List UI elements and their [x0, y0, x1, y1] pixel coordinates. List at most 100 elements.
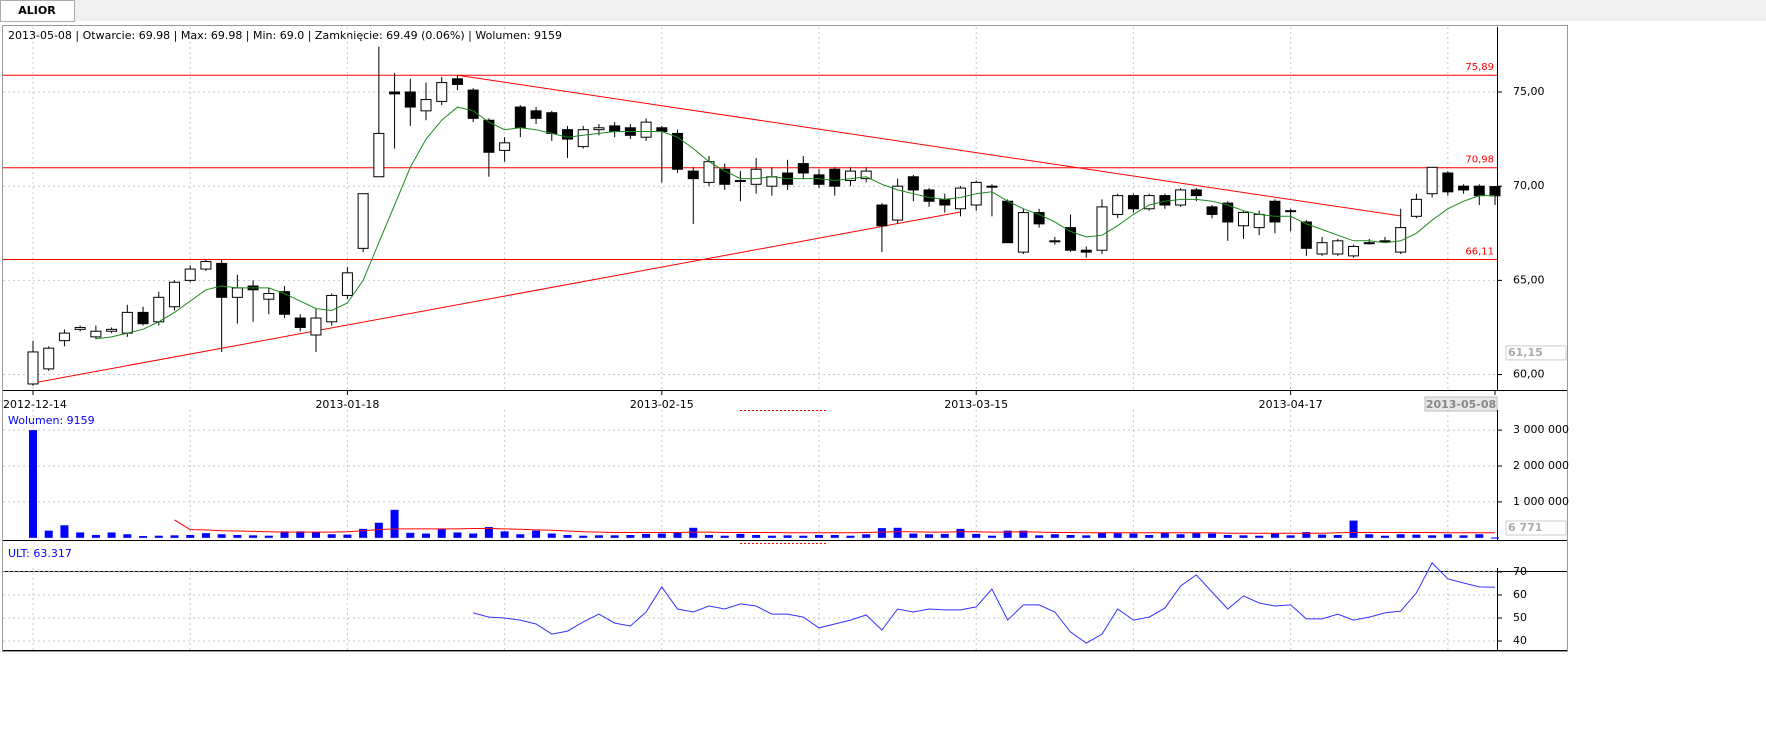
candle-body — [1033, 212, 1045, 225]
volume-bar — [264, 535, 273, 538]
candle-body — [1348, 245, 1360, 257]
price-header: 2013-05-08 | Otwarcie: 69.98 | Max: 69.9… — [8, 29, 562, 42]
candle-body — [1002, 200, 1014, 244]
volume-label: Wolumen: 9159 — [8, 414, 95, 427]
volume-bar — [1475, 534, 1484, 538]
y-tick-label: 50 — [1513, 611, 1527, 624]
tab-label[interactable]: ALIOR — [18, 4, 56, 17]
volume-bar — [516, 534, 525, 538]
candle-body — [1065, 227, 1077, 251]
candle-body — [58, 332, 70, 342]
y-tick-label: 40 — [1513, 634, 1527, 647]
volume-bar — [422, 533, 431, 538]
volume-bar — [500, 531, 509, 538]
candle-body — [656, 127, 668, 133]
volume-bar — [1035, 535, 1044, 538]
candle-body — [1332, 240, 1344, 255]
candle-body — [1253, 213, 1265, 229]
candle-body — [734, 180, 746, 183]
candle-body — [1017, 212, 1029, 253]
candle-body — [310, 317, 322, 336]
candle-body — [844, 170, 856, 182]
volume-bar — [296, 531, 305, 538]
candle-body — [1112, 195, 1124, 215]
candle-body — [1049, 240, 1061, 243]
trend-line — [457, 74, 1401, 217]
candle-body — [294, 317, 306, 328]
y-tick-label: 2 000 000 — [1513, 459, 1569, 472]
volume-bar — [1365, 534, 1374, 538]
volume-bar — [579, 535, 588, 538]
volume-bar — [956, 528, 965, 538]
volume-bar — [547, 533, 556, 538]
x-tick-label: 2013-03-15 — [944, 398, 1008, 411]
candle-body — [530, 110, 542, 119]
value-tag-label: 61,15 — [1508, 346, 1543, 359]
volume-bar — [390, 509, 399, 538]
volume-bar — [1333, 534, 1342, 538]
candle-body — [1442, 172, 1454, 193]
tab[interactable] — [0, 0, 75, 22]
volume-bar — [217, 534, 226, 538]
support-label: 70,98 — [1465, 155, 1494, 166]
value-tag-label: 6 771 — [1508, 521, 1542, 534]
volume-bar — [532, 530, 541, 538]
volume-bar — [76, 532, 85, 538]
ult-line — [473, 562, 1496, 644]
volume-bar — [233, 534, 242, 538]
volume-bar — [374, 522, 383, 538]
candle-body — [451, 78, 463, 85]
volume-bar — [909, 533, 918, 538]
volume-bar — [1286, 535, 1295, 538]
volume-bar — [1239, 535, 1248, 538]
volume-bar — [44, 530, 53, 538]
candle-body — [1426, 166, 1438, 195]
candle-body — [923, 189, 935, 202]
candle-body — [813, 174, 825, 185]
volume-bar — [877, 528, 886, 538]
volume-bar — [359, 528, 368, 538]
candle-body — [561, 129, 573, 140]
candle-body — [1080, 249, 1092, 253]
candle-body — [1269, 200, 1281, 223]
x-tick-label: 2013-02-15 — [630, 398, 694, 411]
volume-bar — [327, 534, 336, 538]
volume-bar — [1176, 534, 1185, 538]
candle-body — [1316, 242, 1328, 255]
volume-bar — [1113, 533, 1122, 538]
candle-body — [499, 142, 511, 151]
candle-body — [1143, 195, 1155, 210]
candle-body — [1379, 240, 1391, 243]
volume-bar — [29, 430, 37, 538]
volume-bar — [862, 534, 871, 538]
volume-bar — [406, 532, 415, 538]
volume-bar — [1097, 532, 1106, 538]
candle-body — [797, 163, 809, 174]
volume-bar — [657, 533, 666, 538]
volume-bar — [1003, 530, 1012, 538]
candle-body — [1473, 185, 1485, 197]
volume-bar — [453, 532, 462, 538]
volume-bar — [1428, 535, 1437, 538]
candle-body — [609, 125, 621, 133]
volume-bar — [201, 533, 210, 538]
moving-average — [95, 106, 1495, 340]
candle-body — [907, 176, 919, 191]
date-box — [1424, 396, 1498, 412]
candle-body — [467, 89, 479, 119]
volume-bar — [123, 534, 132, 538]
volume-bar — [1443, 534, 1452, 538]
volume-bar — [1192, 533, 1201, 538]
candle-body — [593, 127, 605, 131]
candle-body — [420, 99, 432, 112]
candle-body — [43, 347, 55, 370]
volume-bar — [815, 534, 824, 538]
volume-bar — [736, 533, 745, 538]
ult-label: ULT: 63.317 — [8, 547, 72, 560]
volume-bar — [249, 535, 258, 538]
value-tag — [1505, 345, 1567, 361]
volume-bar — [60, 525, 69, 538]
candle-body — [986, 185, 998, 188]
candle-body — [640, 121, 652, 138]
